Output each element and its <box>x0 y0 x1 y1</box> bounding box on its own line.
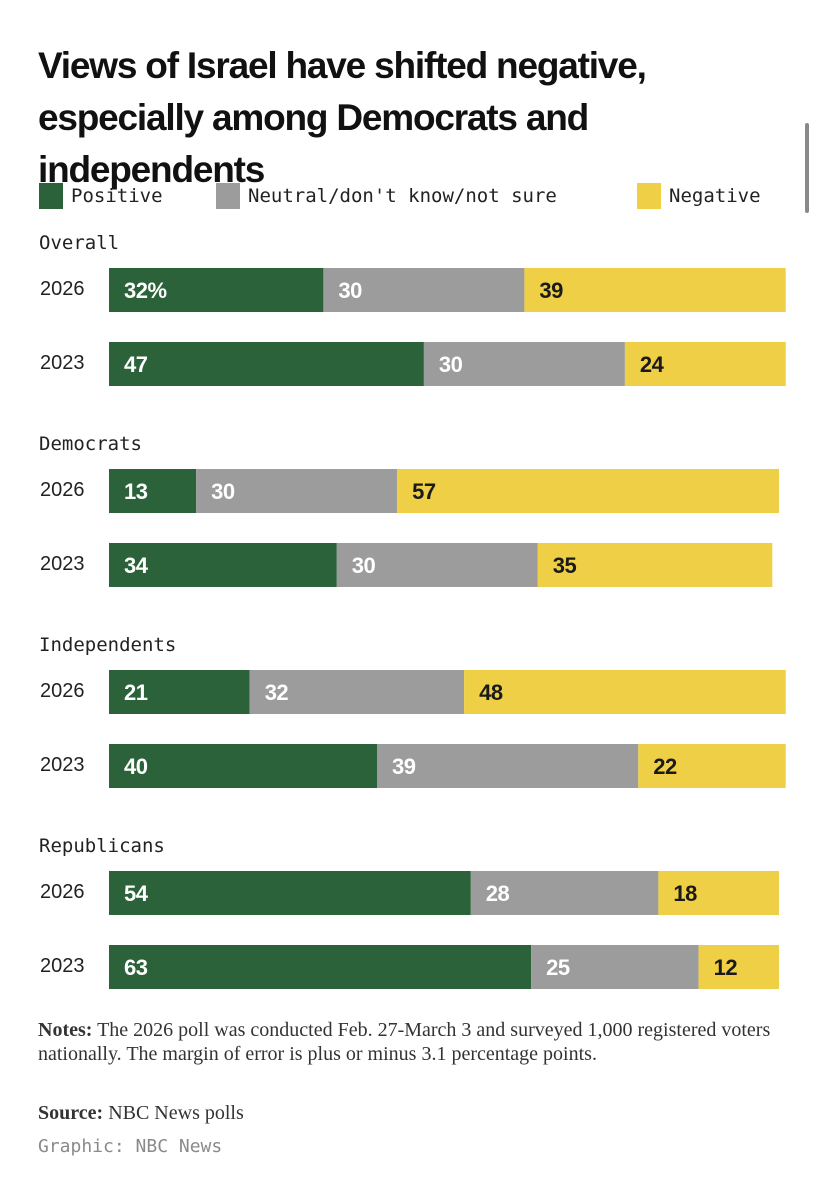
bar-value-label-positive: 40 <box>124 754 148 779</box>
graphic-credit: Graphic: NBC News <box>38 1136 223 1157</box>
bar-segment-neutral <box>249 670 465 714</box>
bar-segment-negative <box>397 469 779 513</box>
bar-segment-negative <box>524 268 786 312</box>
bar-segment-neutral <box>336 543 538 587</box>
bar-segment-neutral <box>323 268 525 312</box>
bar-segment-positive <box>109 342 424 386</box>
legend-label-neutral: Neutral/don't know/not sure <box>248 185 557 207</box>
bar-value-label-neutral: 32 <box>265 680 289 705</box>
bar-segment-positive <box>109 945 532 989</box>
legend-swatch-negative <box>637 183 661 209</box>
legend-label-negative: Negative <box>669 185 761 207</box>
source: Source: NBC News polls <box>38 1102 244 1125</box>
legend-item-neutral: Neutral/don't know/not sure <box>216 182 557 210</box>
bar-value-label-negative: 18 <box>673 881 697 906</box>
bar-value-label-positive: 54 <box>124 881 149 906</box>
bar-segment-positive <box>109 744 377 788</box>
bar-segment-positive <box>109 670 250 714</box>
bar-segment-neutral <box>470 871 659 915</box>
notes-label: Notes: <box>38 1019 93 1041</box>
bar-value-label-negative: 39 <box>539 278 563 303</box>
legend-item-negative: Negative <box>637 182 761 210</box>
year-label: 2026 <box>40 680 85 702</box>
group-label-republicans: Republicans <box>39 835 165 857</box>
legend-label-positive: Positive <box>71 185 163 207</box>
bar-value-label-positive: 34 <box>124 553 149 578</box>
bar-segment-positive <box>109 543 337 587</box>
bar-segment-neutral <box>423 342 625 386</box>
bar-value-label-neutral: 30 <box>439 352 463 377</box>
year-label: 2026 <box>40 479 85 501</box>
bar-value-label-negative: 48 <box>479 680 503 705</box>
bar-value-label-neutral: 30 <box>338 278 362 303</box>
group-label-independents: Independents <box>39 634 177 656</box>
bar-value-label-negative: 35 <box>553 553 577 578</box>
bar-value-label-neutral: 28 <box>486 881 510 906</box>
legend-swatch-positive <box>39 183 63 209</box>
bar-segment-negative <box>698 945 779 989</box>
bar-value-label-negative: 57 <box>412 479 436 504</box>
group-label-democrats: Democrats <box>39 433 142 455</box>
source-label: Source: <box>38 1102 104 1124</box>
bar-segment-negative <box>624 342 786 386</box>
bar-segment-neutral <box>531 945 699 989</box>
year-label: 2023 <box>40 754 85 776</box>
legend-swatch-neutral <box>216 183 240 209</box>
group-label-overall: Overall <box>39 232 120 254</box>
bar-segment-positive <box>109 469 197 513</box>
notes: Notes: The 2026 poll was conducted Feb. … <box>38 1018 798 1066</box>
bar-value-label-positive: 21 <box>124 680 148 705</box>
bar-value-label-positive: 32% <box>124 278 167 303</box>
stacked-bar-chart: 32% 30 39 47 30 24 13 30 57 34 30 35 21 32 48 40 39 22 54 2… <box>109 268 786 989</box>
year-label: 2023 <box>40 553 85 575</box>
bar-segment-negative <box>464 670 786 714</box>
bar-value-label-neutral: 30 <box>352 553 376 578</box>
year-label: 2023 <box>40 352 85 374</box>
bar-segment-positive <box>109 871 471 915</box>
chart-title: Views of Israel have shifted negative, e… <box>38 45 647 190</box>
legend-item-positive: Positive <box>39 182 163 210</box>
year-label: 2023 <box>40 955 85 977</box>
bar-value-label-positive: 47 <box>124 352 148 377</box>
bar-segment-neutral <box>377 744 639 788</box>
bar-value-label-negative: 24 <box>640 352 665 377</box>
year-label: 2026 <box>40 278 85 300</box>
source-text: NBC News polls <box>108 1102 244 1124</box>
year-label: 2026 <box>40 881 85 903</box>
notes-text: The 2026 poll was conducted Feb. 27-Marc… <box>38 1019 771 1065</box>
bar-value-label-negative: 12 <box>714 955 738 980</box>
bar-value-label-negative: 22 <box>653 754 677 779</box>
bar-segment-negative <box>658 871 779 915</box>
bar-value-label-neutral: 39 <box>392 754 416 779</box>
bar-segment-positive <box>109 268 324 312</box>
scrollbar[interactable] <box>805 123 809 213</box>
bar-value-label-neutral: 30 <box>211 479 235 504</box>
bar-value-label-positive: 13 <box>124 479 148 504</box>
bar-value-label-neutral: 25 <box>546 955 570 980</box>
bar-segment-neutral <box>196 469 398 513</box>
bar-segment-negative <box>638 744 786 788</box>
bar-value-label-positive: 63 <box>124 955 148 980</box>
bar-segment-negative <box>537 543 773 587</box>
